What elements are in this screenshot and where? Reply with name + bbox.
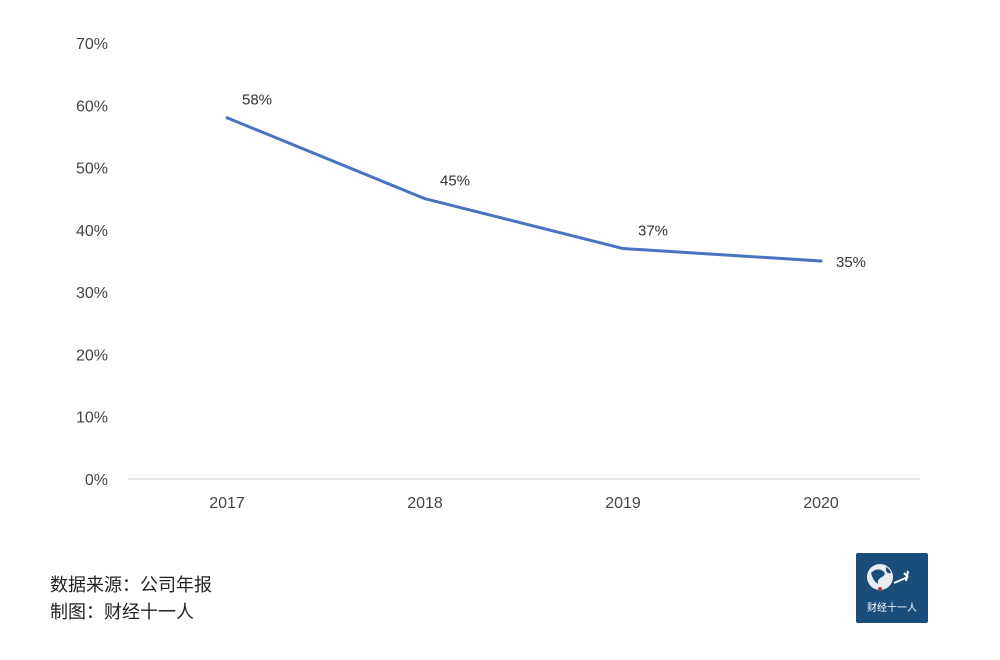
y-tick-label: 60%	[76, 98, 108, 115]
x-axis: 2017 2018 2019 2020	[209, 495, 839, 512]
y-tick-label: 0%	[85, 472, 108, 489]
data-point	[819, 259, 823, 263]
source-note: 数据来源：公司年报 制图：财经十一人	[50, 572, 212, 626]
y-tick-label: 30%	[76, 285, 108, 302]
y-axis: 0% 10% 20% 30% 40% 50% 60% 70%	[76, 36, 108, 489]
brand-logo: 财经十一人	[856, 553, 928, 623]
x-tick-label: 2017	[209, 495, 245, 512]
y-tick-label: 50%	[76, 161, 108, 178]
plot-area: 58% 45% 37% 35%	[225, 92, 866, 271]
line-chart: 0% 10% 20% 30% 40% 50% 60% 70% 2017 2018 2019 2020…	[76, 36, 920, 512]
chart-credit-text: 制图：财经十一人	[50, 602, 194, 623]
x-tick-label: 2020	[803, 495, 839, 512]
data-point	[423, 197, 427, 201]
logo-text: 财经十一人	[867, 603, 917, 614]
data-label: 45%	[440, 173, 470, 190]
x-tick-label: 2018	[407, 495, 443, 512]
y-tick-label: 70%	[76, 36, 108, 53]
globe-icon	[867, 564, 909, 591]
data-source-text: 数据来源：公司年报	[50, 575, 212, 596]
data-label: 58%	[242, 92, 272, 109]
data-point	[225, 116, 229, 120]
data-point	[621, 247, 625, 251]
x-tick-label: 2019	[605, 495, 641, 512]
data-label: 37%	[638, 223, 668, 240]
series-line	[225, 116, 823, 263]
y-tick-label: 20%	[76, 347, 108, 364]
data-label: 35%	[836, 254, 866, 271]
y-tick-label: 10%	[76, 410, 108, 427]
y-tick-label: 40%	[76, 223, 108, 240]
